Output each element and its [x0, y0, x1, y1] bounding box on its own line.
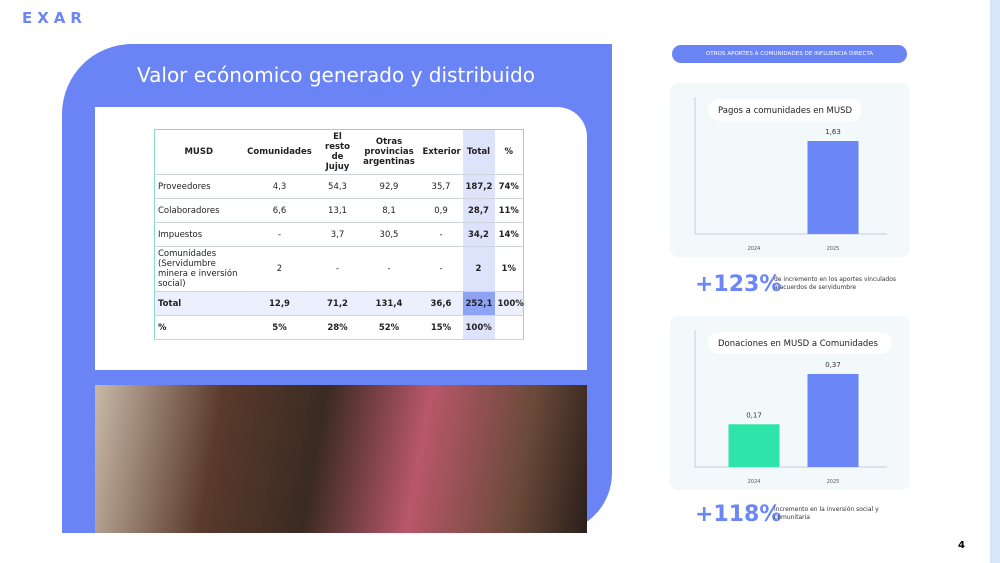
table-cell: 100%: [494, 291, 524, 316]
table-cell: Proveedores: [154, 174, 243, 199]
table-cell: 252,1: [462, 291, 495, 316]
table-cell: -: [419, 246, 463, 292]
x-label: 2024: [748, 246, 761, 252]
table-cell: 12,9: [242, 291, 317, 316]
bar: [807, 141, 859, 234]
value-label: 0,37: [825, 361, 841, 369]
table-cell: 52%: [358, 315, 420, 340]
table-row: Total 12,9 71,2 131,4 36,6 252,1 100%: [154, 291, 524, 316]
column-header: Otras provincias argentinas: [358, 129, 420, 175]
table-cell: 28%: [316, 315, 359, 340]
bar: [728, 424, 780, 467]
table-cell: 35,7: [419, 174, 463, 199]
table-cell: 14%: [494, 222, 524, 247]
table-cell: 34,2: [462, 222, 495, 247]
highlight-text: de incremento en los aportes vinculados …: [774, 276, 897, 291]
photo: [95, 385, 587, 533]
table-cell: 74%: [494, 174, 524, 199]
table: MUSD Comunidades El resto de Jujuy Otras pr…: [154, 129, 524, 340]
chart-title-bg: [708, 99, 862, 121]
highlight-value: +118%: [695, 502, 782, 527]
table-row: Comunidades (Servidumbre minera e invers…: [154, 246, 524, 292]
table-row: Colaboradores 6,6 13,1 8,1 0,9 28,7 11%: [154, 198, 524, 223]
table-cell: %: [154, 315, 243, 340]
table-cell: 28,7: [462, 198, 495, 223]
column-header: El resto de Jujuy: [316, 129, 359, 175]
table-row: Proveedores 4,3 54,3 92,9 35,7 187,2 74%: [154, 174, 524, 199]
chart-title: Donaciones en MUSD a Comunidades: [718, 339, 879, 349]
edge-strip: [990, 0, 1000, 563]
table-cell: 71,2: [316, 291, 359, 316]
table-row: % 5% 28% 52% 15% 100%: [154, 315, 524, 340]
table-header-row: MUSD Comunidades El resto de Jujuy Otras pr…: [154, 129, 524, 175]
table-cell: -: [316, 246, 359, 292]
bar: [807, 374, 859, 467]
x-label: 2025: [827, 479, 840, 485]
table-cell: Comunidades (Servidumbre minera e invers…: [154, 246, 243, 292]
highlight-text: incremento en la inversión social y comu…: [774, 506, 879, 521]
table-cell: 15%: [419, 315, 463, 340]
table-cell: 3,7: [316, 222, 359, 247]
table-cell: 6,6: [242, 198, 317, 223]
table-cell: 92,9: [358, 174, 420, 199]
table-cell: 1%: [494, 246, 524, 292]
x-label: 2024: [748, 479, 761, 485]
table-cell: [494, 315, 524, 340]
table-cell: 100%: [462, 315, 495, 340]
column-header: %: [494, 129, 524, 175]
table-cell: 13,1: [316, 198, 359, 223]
value-label: 0,17: [746, 411, 762, 419]
column-header: Exterior: [419, 129, 463, 175]
column-header: Comunidades: [242, 129, 317, 175]
table-cell: Colaboradores: [154, 198, 243, 223]
table-row: Impuestos -3,7 30,5-34,2 14%: [154, 222, 524, 247]
chart-title: Pagos a comunidades en MUSD: [718, 106, 853, 116]
table-cell: 36,6: [419, 291, 463, 316]
table-cell: 131,4: [358, 291, 420, 316]
logo: EXAR: [22, 9, 87, 27]
value-label: 1,63: [825, 128, 841, 136]
table-cell: -: [358, 246, 420, 292]
table-cell: 11%: [494, 198, 524, 223]
column-header: Total: [462, 129, 495, 175]
table-cell: 187,2: [462, 174, 495, 199]
table-cell: Total: [154, 291, 243, 316]
chart-title-bg: [708, 332, 892, 354]
table-cell: 54,3: [316, 174, 359, 199]
table-cell: 2: [242, 246, 317, 292]
table-cell: Impuestos: [154, 222, 243, 247]
table-cell: -: [419, 222, 463, 247]
x-label: 2025: [827, 246, 840, 252]
table-cell: 0,9: [419, 198, 463, 223]
table-cell: 5%: [242, 315, 317, 340]
page-number: 4: [958, 540, 965, 551]
table-cell: 4,3: [242, 174, 317, 199]
table-cell: 2: [462, 246, 495, 292]
column-header: MUSD: [154, 129, 243, 175]
title: Valor ecónomico generado y distribuido: [137, 63, 535, 87]
table-cell: 8,1: [358, 198, 420, 223]
table-cell: 30,5: [358, 222, 420, 247]
section-label: OTROS APORTES A COMUNIDADES DE INFLUENCI…: [672, 45, 907, 63]
table-cell: -: [242, 222, 317, 247]
highlight-value: +123%: [695, 272, 782, 297]
